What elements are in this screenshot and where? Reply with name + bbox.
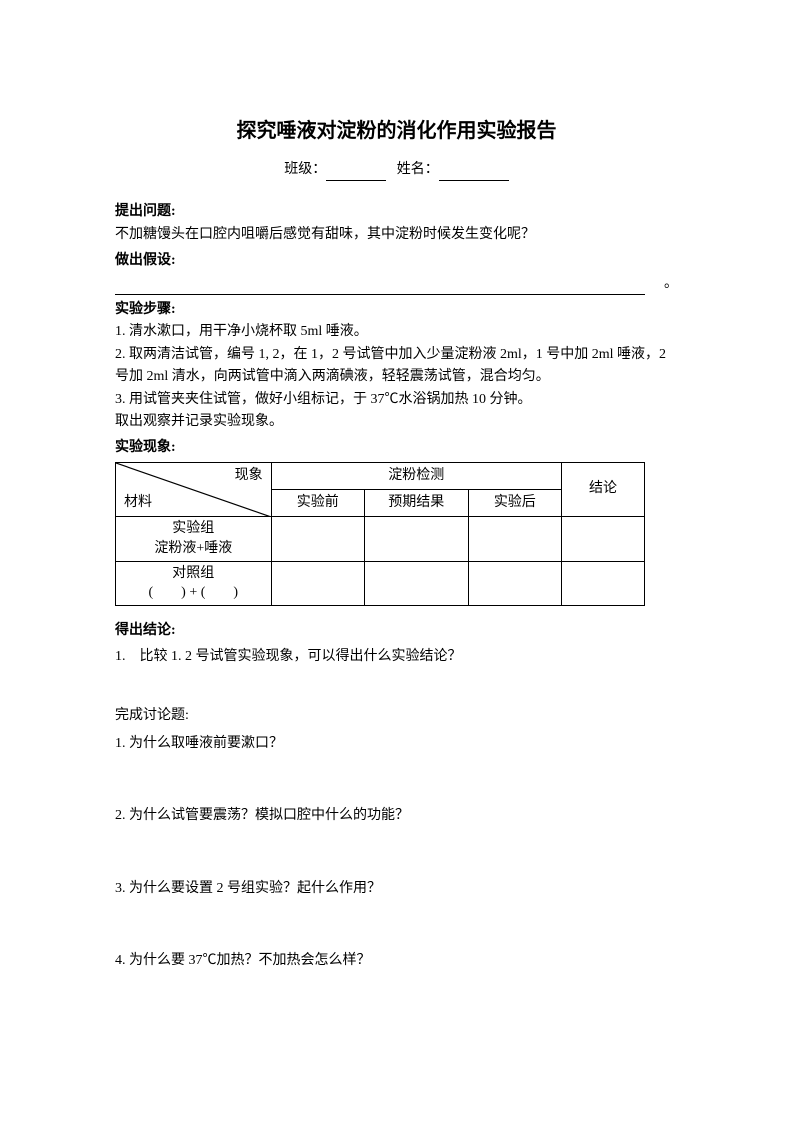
discussion-q1: 1. 为什么取唾液前要漱口？ [115,733,678,755]
diag-header-cell: 现象 材料 [116,462,272,517]
experiment-table: 现象 材料 淀粉检测 结论 实验前 预期结果 实验后 实验组 淀粉液+唾液 对照… [115,462,645,606]
class-label: 班级： [284,162,326,177]
step-1: 1. 清水漱口，用干净小烧杯取 5ml 唾液。 [115,321,678,343]
phenomenon-header: 实验现象: [115,437,678,459]
before-header: 实验前 [271,490,364,517]
page-title: 探究唾液对淀粉的消化作用实验报告 [115,115,678,147]
conclusion-q1: 1. 比较 1. 2 号试管实验现象，可以得出什么实验结论？ [115,646,678,668]
exp-group-l1: 实验组 [116,519,271,539]
discussion-q2: 2. 为什么试管要震荡？模拟口腔中什么的功能？ [115,805,678,827]
after-header: 实验后 [468,490,561,517]
discussion-header: 完成讨论题: [115,705,678,727]
info-line: 班级： 姓名： [115,159,678,181]
hypothesis-period: 。 [664,273,678,295]
expected-header: 预期结果 [364,490,468,517]
exp-conclusion[interactable] [561,517,644,561]
discussion-q4: 4. 为什么要 37℃加热？不加热会怎么样？ [115,950,678,972]
step-note: 取出观察并记录实验现象。 [115,411,678,433]
diag-top-label: 现象 [235,465,263,487]
conclusion-header: 结论 [561,462,644,517]
exp-expected[interactable] [364,517,468,561]
discussion-q3: 3. 为什么要设置 2 号组实验？起什么作用？ [115,878,678,900]
ctrl-expected[interactable] [364,561,468,605]
diag-bottom-label: 材料 [124,492,152,514]
class-blank[interactable] [326,165,386,181]
steps-header: 实验步骤: [115,299,678,321]
ctrl-conclusion[interactable] [561,561,644,605]
hypothesis-blank[interactable] [115,279,645,295]
hypothesis-header: 做出假设: [115,250,678,272]
exp-after[interactable] [468,517,561,561]
exp-group-l2: 淀粉液+唾液 [116,539,271,559]
step-2: 2. 取两清洁试管，编号 1, 2，在 1，2 号试管中加入少量淀粉液 2ml，… [115,344,678,389]
name-label: 姓名： [397,162,439,177]
ctrl-before[interactable] [271,561,364,605]
ctrl-group-cell: 对照组 ( ) + ( ) [116,561,272,605]
question-header: 提出问题: [115,201,678,223]
ctrl-group-l2: ( ) + ( ) [116,583,271,603]
question-text: 不加糖馒头在口腔内咀嚼后感觉有甜味，其中淀粉时候发生变化呢？ [115,224,678,246]
starch-test-header: 淀粉检测 [271,462,561,489]
conclusion-header-text: 得出结论: [115,620,678,642]
name-blank[interactable] [439,165,509,181]
ctrl-group-l1: 对照组 [116,564,271,584]
exp-group-cell: 实验组 淀粉液+唾液 [116,517,272,561]
ctrl-after[interactable] [468,561,561,605]
step-3: 3. 用试管夹夹住试管，做好小组标记，于 37℃水浴锅加热 10 分钟。 [115,389,678,411]
exp-before[interactable] [271,517,364,561]
